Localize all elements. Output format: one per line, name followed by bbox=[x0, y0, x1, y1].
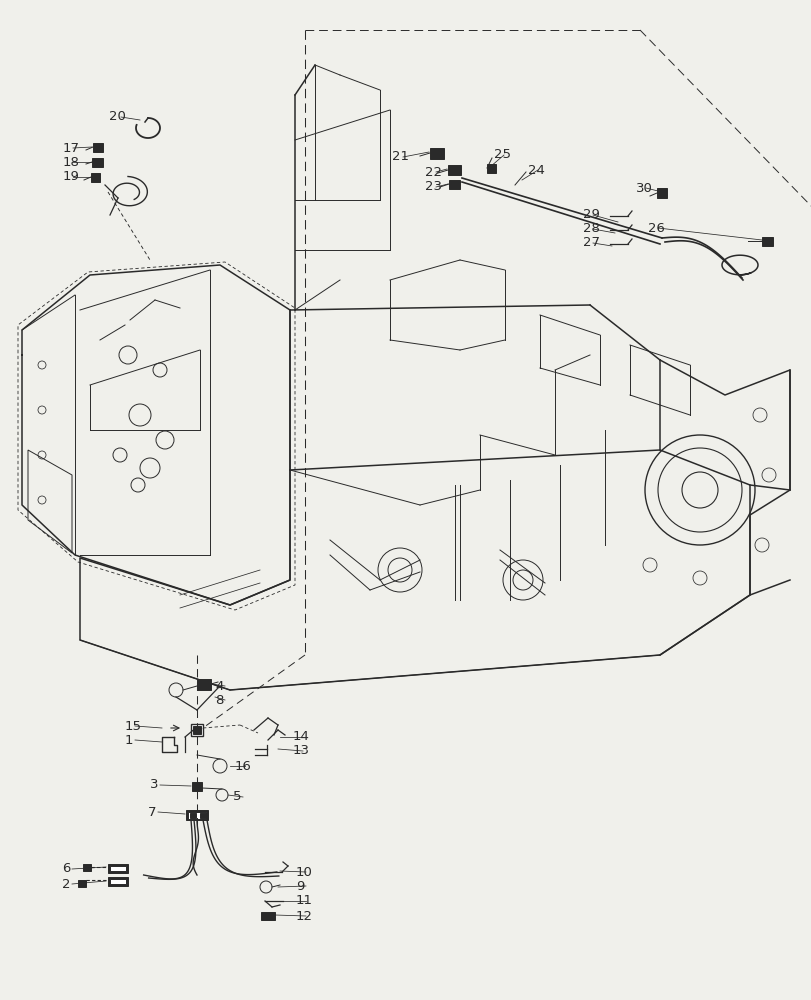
Bar bbox=[448, 165, 461, 175]
Text: 21: 21 bbox=[392, 150, 409, 163]
Text: 20: 20 bbox=[109, 110, 126, 123]
Bar bbox=[193, 726, 201, 734]
Text: 6: 6 bbox=[62, 862, 71, 876]
Text: 17: 17 bbox=[63, 141, 80, 154]
Bar bbox=[83, 864, 91, 871]
Text: 23: 23 bbox=[424, 180, 441, 194]
Text: 8: 8 bbox=[215, 694, 223, 706]
Text: 12: 12 bbox=[296, 910, 312, 922]
Bar bbox=[108, 864, 128, 873]
Bar bbox=[92, 158, 103, 167]
Bar bbox=[108, 877, 128, 886]
Bar bbox=[188, 812, 206, 819]
Text: 22: 22 bbox=[424, 165, 441, 178]
Text: 29: 29 bbox=[582, 209, 599, 222]
Text: 18: 18 bbox=[63, 155, 79, 168]
Text: 3: 3 bbox=[150, 778, 158, 792]
Text: 13: 13 bbox=[293, 744, 310, 758]
Bar bbox=[191, 782, 202, 791]
Text: 26: 26 bbox=[647, 222, 664, 234]
Text: 24: 24 bbox=[527, 163, 544, 176]
Bar bbox=[93, 143, 103, 152]
Bar bbox=[91, 173, 100, 182]
Text: 1: 1 bbox=[125, 734, 133, 746]
Text: 4: 4 bbox=[215, 680, 223, 692]
Bar bbox=[200, 813, 206, 818]
Text: 27: 27 bbox=[582, 236, 599, 249]
Text: 14: 14 bbox=[293, 730, 310, 744]
Bar bbox=[761, 237, 772, 246]
Text: 28: 28 bbox=[582, 223, 599, 235]
Text: 11: 11 bbox=[296, 894, 312, 908]
Text: 15: 15 bbox=[125, 720, 142, 732]
Text: 10: 10 bbox=[296, 865, 312, 879]
Bar bbox=[78, 880, 86, 887]
Text: 2: 2 bbox=[62, 878, 71, 890]
Text: 25: 25 bbox=[493, 148, 510, 161]
Text: 19: 19 bbox=[63, 170, 79, 184]
Text: 30: 30 bbox=[635, 182, 652, 194]
Text: 7: 7 bbox=[148, 806, 157, 818]
Bar bbox=[109, 879, 126, 884]
Bar bbox=[109, 866, 126, 871]
Bar bbox=[190, 813, 195, 818]
Bar bbox=[186, 810, 208, 820]
Text: 16: 16 bbox=[234, 760, 251, 772]
Text: 9: 9 bbox=[296, 880, 304, 892]
Bar bbox=[260, 912, 275, 920]
Bar bbox=[430, 148, 444, 159]
Bar bbox=[448, 180, 460, 189]
Bar bbox=[197, 679, 211, 690]
Bar bbox=[487, 164, 496, 173]
Bar bbox=[191, 724, 203, 736]
Text: 5: 5 bbox=[233, 790, 241, 804]
Bar bbox=[656, 188, 666, 198]
